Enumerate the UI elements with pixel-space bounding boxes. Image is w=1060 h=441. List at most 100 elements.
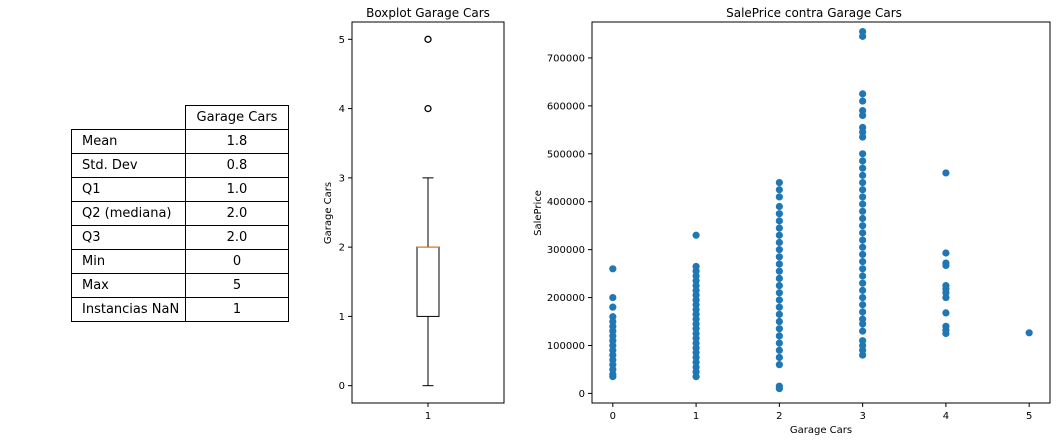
scatter-point <box>775 281 783 290</box>
boxplot-y-axis-label: Garage Cars <box>323 182 334 244</box>
scatter-point <box>609 303 617 311</box>
scatter-y-axis-label: SalePrice <box>533 190 544 236</box>
scatter-point <box>859 272 867 280</box>
boxplot-y-tick-label: 0 <box>339 381 345 392</box>
boxplot-x-tick-label: 1 <box>425 411 431 422</box>
boxplot-outlier <box>424 35 432 43</box>
scatter-point <box>942 249 950 257</box>
scatter-point <box>775 224 783 232</box>
scatter-x-tick-label: 1 <box>693 411 699 422</box>
scatter-point <box>859 200 867 208</box>
scatter-y-tick-label: 600000 <box>547 101 585 112</box>
row-label: Q3 <box>71 225 186 250</box>
scatter-point <box>942 329 950 338</box>
row-label: Min <box>71 249 186 274</box>
scatter-point <box>775 193 783 201</box>
boxplot-frame <box>351 21 505 404</box>
scatter-y-tick-label: 200000 <box>547 293 585 304</box>
scatter-x-tick-label: 3 <box>859 411 865 422</box>
scatter-point <box>859 164 867 172</box>
row-label: Max <box>71 273 186 298</box>
row-value: 1.0 <box>185 177 289 202</box>
scatter-point <box>775 353 783 362</box>
row-value: 2.0 <box>185 225 289 250</box>
table-row: Q2 (mediana) 2.0 <box>71 201 289 226</box>
boxplot-marks: 0 1 2 3 4 5 1 <box>339 35 440 422</box>
scatter-point <box>775 385 783 393</box>
scatter-point <box>609 293 617 302</box>
row-label: Instancias NaN <box>71 297 186 322</box>
scatter-point <box>775 289 783 297</box>
row-label: Mean <box>71 129 186 154</box>
scatter-point <box>859 111 867 120</box>
scatter-point <box>692 231 700 239</box>
scatter-point <box>859 193 867 201</box>
scatter-point <box>775 274 783 282</box>
scatter-frame <box>591 21 1051 404</box>
scatter-point <box>775 186 783 194</box>
scatter-point <box>859 351 867 359</box>
boxplot-panel: Boxplot Garage Cars Garage Cars 0 1 2 3 4 5 1 <box>323 6 505 422</box>
scatter-point <box>775 332 783 340</box>
scatter-point <box>859 178 867 187</box>
scatter-point <box>859 279 867 287</box>
scatter-point <box>859 250 867 259</box>
scatter-point <box>859 258 867 266</box>
scatter-point <box>692 373 700 381</box>
scatter-point <box>859 186 867 194</box>
scatter-point <box>775 253 783 261</box>
scatter-point <box>859 265 867 273</box>
scatter-point <box>609 373 617 381</box>
scatter-point <box>859 293 867 302</box>
scatter-point <box>775 202 783 211</box>
scatter-point <box>609 265 617 273</box>
scatter-point <box>859 171 867 179</box>
scatter-point <box>775 267 783 275</box>
scatter-point <box>1025 329 1033 337</box>
table-row: Q3 2.0 <box>71 225 289 250</box>
scatter-point <box>859 243 867 251</box>
scatter-point <box>859 32 867 40</box>
scatter-point <box>775 231 783 239</box>
scatter-point <box>775 310 783 318</box>
scatter-point <box>775 325 783 333</box>
table-row: Instancias NaN 1 <box>71 297 289 322</box>
row-value: 1 <box>185 297 289 322</box>
scatter-y-tick-label: 400000 <box>547 197 585 208</box>
scatter-point <box>775 317 783 326</box>
stats-table: Garage Cars Mean 1.8 Std. Dev 0.8 Q1 1.0… <box>71 105 289 322</box>
row-label: Std. Dev <box>71 153 186 178</box>
table-row: Std. Dev 0.8 <box>71 153 289 178</box>
boxplot-y-tick-label: 3 <box>339 173 345 184</box>
boxplot-box <box>416 246 440 317</box>
scatter-point <box>775 296 783 304</box>
scatter-point <box>859 97 867 105</box>
scatter-point <box>775 238 783 247</box>
scatter-point <box>775 210 783 218</box>
scatter-y-tick-label: 500000 <box>547 149 585 160</box>
boxplot-y-tick-label: 4 <box>339 104 345 115</box>
boxplot-y-tick-label: 2 <box>339 243 345 254</box>
scatter-point <box>859 236 867 244</box>
scatter-point <box>775 361 783 369</box>
scatter-x-axis-label: Garage Cars <box>790 425 852 436</box>
scatter-x-tick-label: 0 <box>610 411 616 422</box>
scatter-x-tick-label: 2 <box>776 411 782 422</box>
scatter-point <box>942 293 950 302</box>
row-value: 2.0 <box>185 201 289 226</box>
scatter-y-tick-label: 0 <box>579 389 585 400</box>
scatter-y-tick-label: 700000 <box>547 53 585 64</box>
scatter-x-tick-label: 4 <box>943 411 949 422</box>
scatter-x-tick-label: 5 <box>1026 411 1032 422</box>
scatter-marks: 0 100000 200000 300000 400000 500000 600000 700… <box>547 27 1033 422</box>
scatter-point <box>859 301 867 309</box>
scatter-point <box>859 327 867 335</box>
scatter-point <box>775 346 783 354</box>
scatter-point <box>859 150 867 158</box>
scatter-point <box>775 260 783 268</box>
scatter-point <box>942 261 950 270</box>
scatter-point <box>775 178 783 187</box>
row-label: Q2 (mediana) <box>71 201 186 226</box>
table-column-header: Garage Cars <box>185 105 289 130</box>
scatter-point <box>859 286 867 294</box>
